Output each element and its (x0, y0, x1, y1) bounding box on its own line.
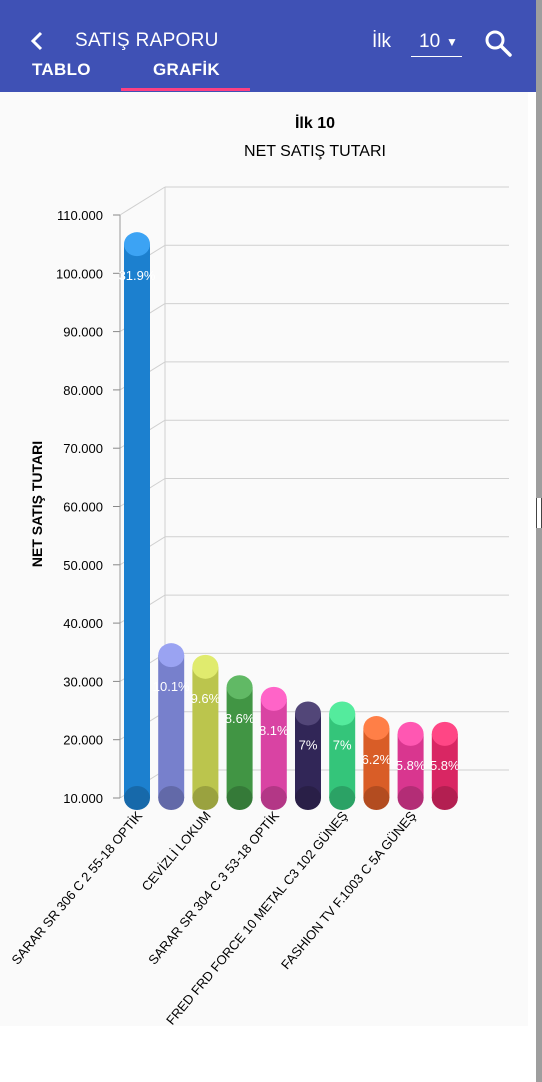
chart-area: İlk 10 NET SATIŞ TUTARI NET SATIŞ TUTARI… (0, 92, 528, 1028)
bar-value-label: 8.1% (259, 723, 289, 738)
bar-value-label: 8.6% (225, 711, 255, 726)
bar-top (363, 716, 390, 741)
bar-base (226, 786, 253, 810)
bar-body (226, 687, 253, 798)
bar-base (124, 786, 150, 810)
tab-tablo[interactable]: TABLO (32, 60, 91, 79)
bar-value-label: 7% (333, 737, 352, 752)
y-tick-label: 10.000 (63, 791, 103, 806)
bar-base (260, 786, 287, 810)
x-category-label: FASHION TV F.1003 C 5A GÜNEŞ (278, 808, 419, 972)
bar[interactable]: 31.9% (119, 232, 156, 810)
scrollbar-thumb[interactable] (536, 498, 542, 528)
bar-base (158, 786, 185, 810)
bar-body (329, 713, 356, 798)
y-tick-label: 100.000 (56, 266, 103, 281)
bar-value-label: 6.2% (362, 752, 392, 767)
bar[interactable]: 6.2% (362, 716, 392, 810)
y-tick-label: 90.000 (63, 325, 103, 340)
bar-value-label: 5.8% (396, 758, 426, 773)
bar-value-label: 9.6% (191, 691, 221, 706)
bar[interactable]: 7% (329, 701, 356, 810)
top-count-select[interactable]: 10 ▼ (411, 28, 462, 57)
chart-subtitle: NET SATIŞ TUTARI (244, 143, 386, 160)
gridline-diagonal (119, 186, 166, 216)
bar-top (260, 686, 287, 711)
bar-top (192, 654, 219, 679)
bar-body (295, 713, 321, 798)
bar[interactable]: 5.8% (396, 721, 426, 810)
search-icon (485, 30, 512, 57)
chevron-left-icon (30, 31, 43, 51)
bar-base (295, 786, 321, 810)
bar[interactable]: 10.1% (153, 643, 190, 810)
bar-base (363, 786, 390, 810)
app-bar: SATIŞ RAPORU İlk 10 ▼ TABLO GRAFİK (0, 0, 536, 92)
y-tick-label: 70.000 (63, 441, 103, 456)
bar-top (295, 701, 321, 726)
bar[interactable]: 8.6% (225, 675, 255, 810)
y-tick-label: 80.000 (63, 383, 103, 398)
tab-grafik[interactable]: GRAFİK (153, 60, 220, 79)
bar-top (329, 701, 356, 726)
scrollbar-track[interactable] (536, 0, 542, 1082)
top-count-value: 10 (419, 31, 441, 52)
y-tick-label: 40.000 (63, 616, 103, 631)
bar-base (329, 786, 356, 810)
bar[interactable]: 7% (295, 701, 321, 810)
bar-top (226, 675, 253, 700)
bar-chart: İlk 10 NET SATIŞ TUTARI NET SATIŞ TUTARI… (8, 114, 509, 1028)
bar-body (124, 244, 150, 798)
bar-body (158, 655, 185, 798)
bar-value-label: 10.1% (153, 679, 190, 694)
x-category-label: SARAR SR 306 C 2 55-18 OPTİK (8, 808, 145, 967)
dropdown-arrow-icon: ▼ (446, 35, 458, 49)
x-category-label: CEVİZLİ LOKUM (139, 808, 214, 893)
bar-base (192, 786, 219, 810)
y-axis-label: NET SATIŞ TUTARI (29, 441, 45, 567)
back-button[interactable] (22, 26, 52, 56)
chart-title: İlk 10 (295, 114, 335, 132)
y-tick-label: 50.000 (63, 558, 103, 573)
bar[interactable]: 9.6% (191, 654, 221, 810)
bar-top (124, 232, 150, 257)
y-tick-label: 110.000 (57, 208, 103, 223)
active-tab-indicator (121, 88, 250, 91)
bar-value-label: 31.9% (119, 268, 156, 283)
bar-value-label: 7% (299, 737, 318, 752)
bar-top (431, 721, 458, 746)
page-title: SATIŞ RAPORU (75, 30, 219, 51)
bar-base (431, 786, 458, 810)
bar[interactable]: 8.1% (259, 686, 289, 810)
y-tick-label: 20.000 (63, 733, 103, 748)
bar-top (158, 643, 185, 668)
bar-value-label: 5.8% (430, 758, 460, 773)
bar-base (397, 786, 424, 810)
bar-top (397, 721, 424, 746)
y-tick-label: 60.000 (63, 500, 103, 515)
top-count-label: İlk (372, 31, 391, 52)
y-tick-label: 30.000 (63, 674, 103, 689)
bar-body (260, 698, 287, 798)
x-category-label: SARAR SR 304 C 3 53-18 OPTİK (145, 808, 282, 967)
search-button[interactable] (482, 27, 516, 61)
bar[interactable]: 5.8% (430, 721, 460, 810)
bar-body (192, 666, 219, 798)
